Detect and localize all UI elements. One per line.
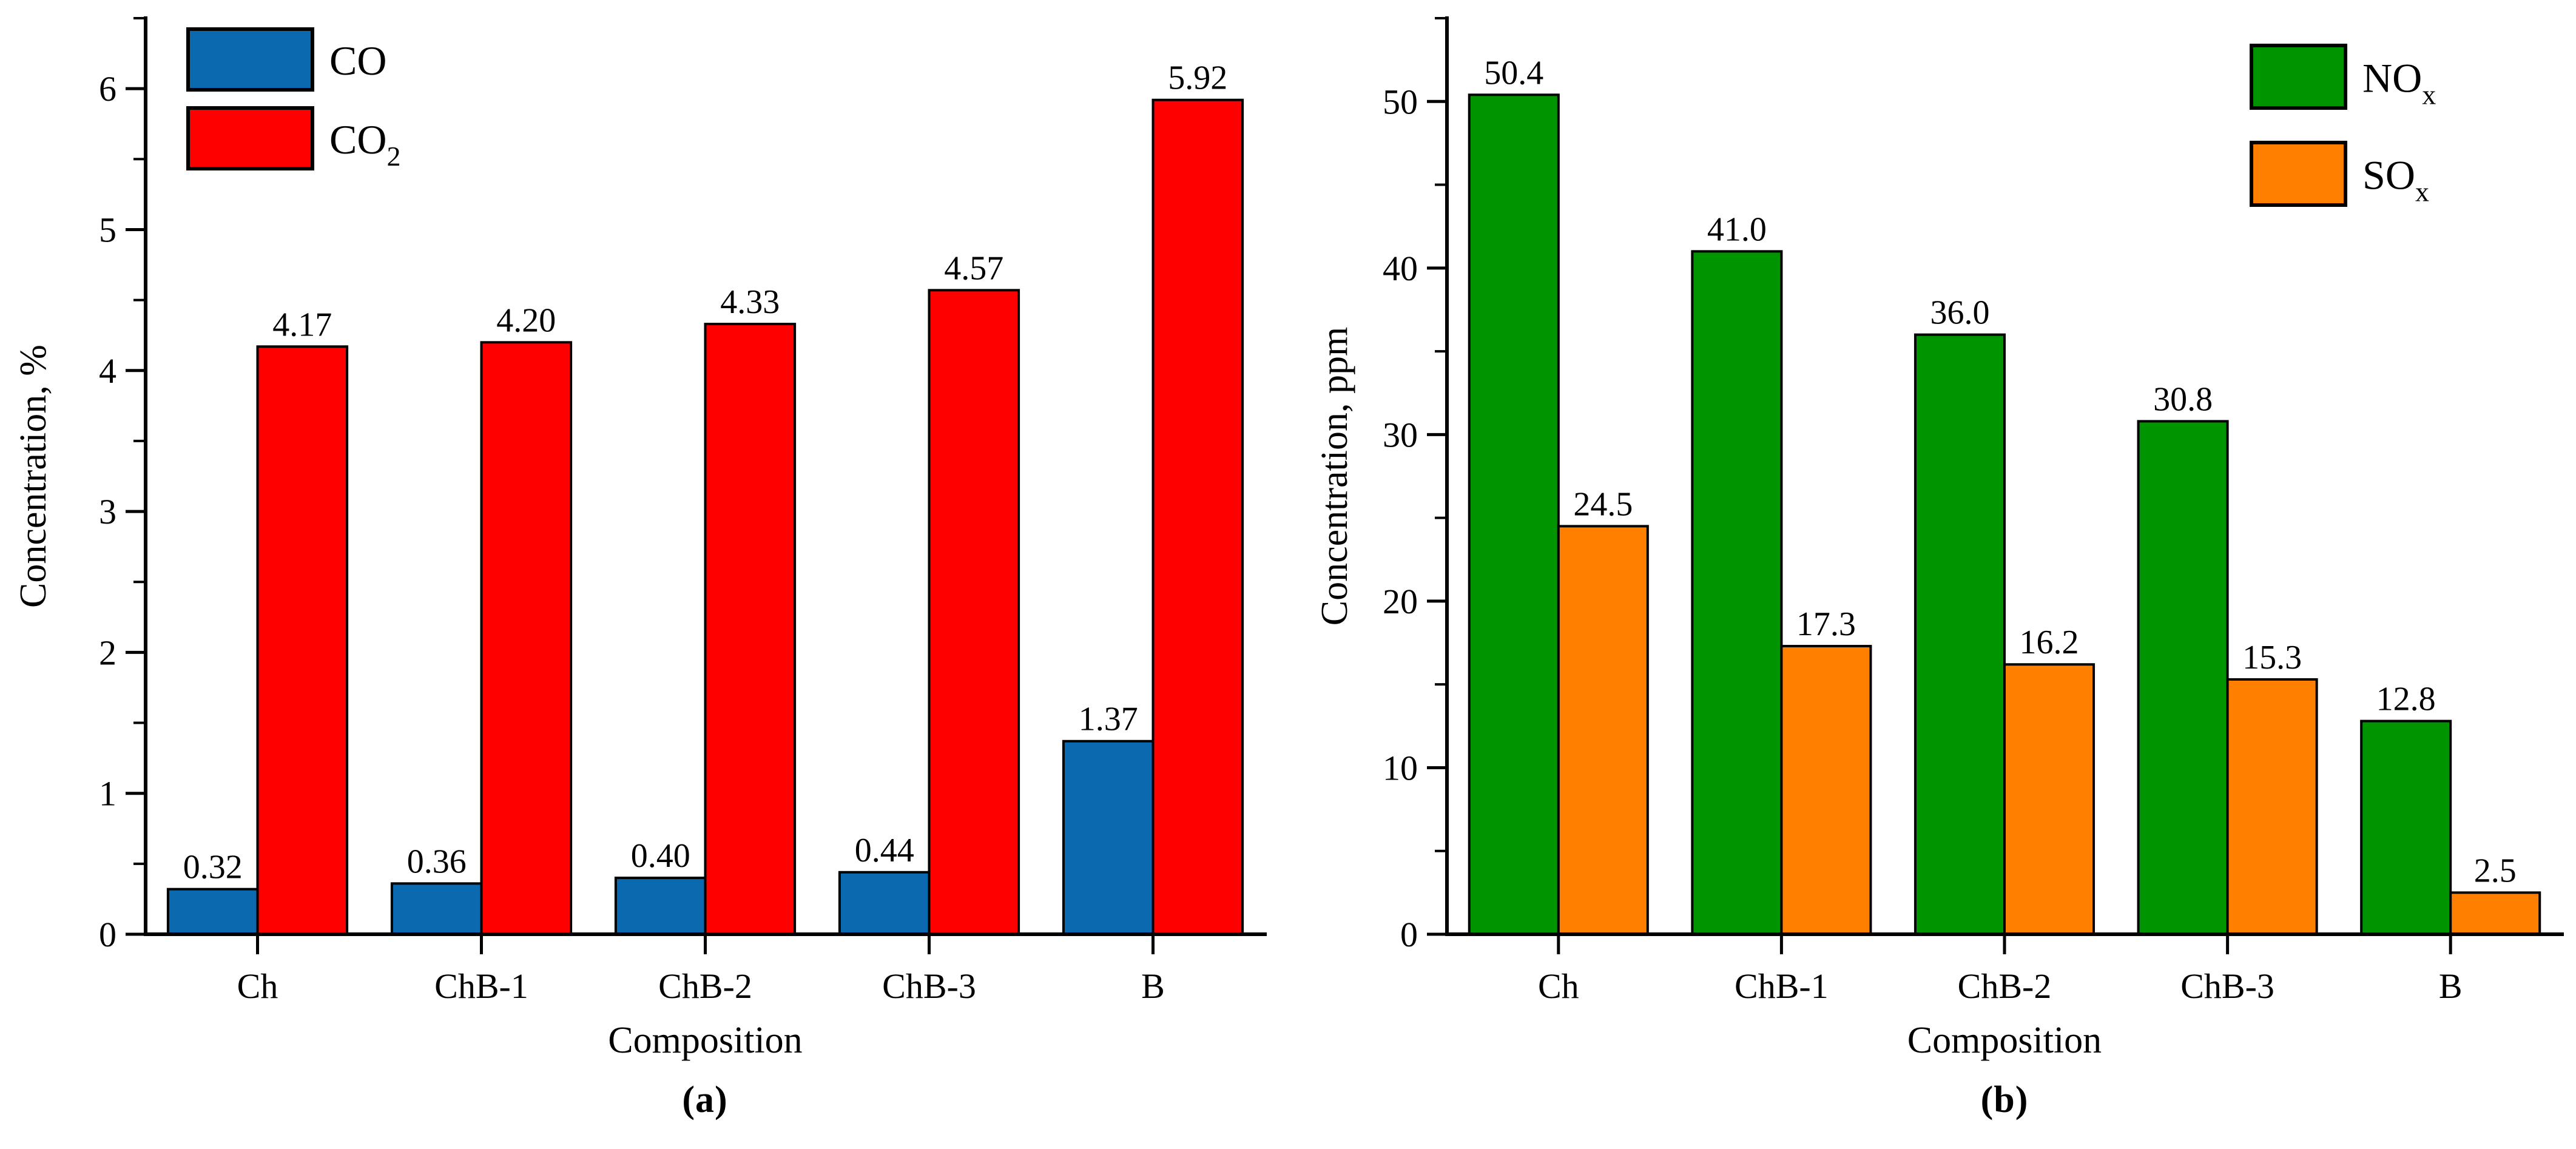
- bar-label: 50.4: [1484, 54, 1543, 92]
- y-axis-title: Concentration, %: [13, 345, 54, 608]
- legend-label: SOx: [2362, 152, 2429, 207]
- bar: [1151, 98, 1244, 936]
- y-tick-label: 20: [1383, 582, 1418, 621]
- x-tick-label: Ch: [237, 966, 278, 1006]
- bar: [704, 323, 797, 935]
- bar-label: 0.40: [631, 837, 690, 875]
- x-tick-label: ChB-1: [434, 966, 528, 1006]
- legend-label: CO2: [329, 116, 400, 172]
- x-tick-label: ChB-2: [658, 966, 752, 1006]
- bar: [256, 345, 349, 935]
- bar: [1913, 333, 2006, 935]
- y-tick-label: 0: [1400, 915, 1418, 954]
- bar: [2449, 891, 2541, 936]
- bar: [390, 882, 483, 936]
- bar-chart-a: 0.32 4.17 Ch 0.36 4.20 ChB-1 0.40 4.33 ChB-2 0.44…: [13, 16, 1267, 1061]
- bar-label: 36.0: [1930, 294, 1989, 332]
- y-tick-label: 5: [99, 210, 116, 249]
- bar: [838, 871, 931, 936]
- y-tick-label: 1: [99, 774, 116, 814]
- y-tick-label: 50: [1383, 82, 1418, 121]
- legend-swatch: [2250, 141, 2347, 207]
- bar: [1780, 645, 1872, 935]
- bar-chart-b: 50.4 24.5 Ch 41.0 17.3 ChB-1 36.0 16.2 ChB-2 30.8…: [1314, 16, 2564, 1061]
- y-tick-label: 10: [1383, 748, 1418, 787]
- bar-label: 0.44: [855, 832, 914, 869]
- panel-b: 50.4 24.5 Ch 41.0 17.3 ChB-1 36.0 16.2 ChB-2 30.8…: [1288, 0, 2576, 1149]
- bar-label: 30.8: [2153, 380, 2213, 418]
- bar: [2137, 420, 2229, 935]
- bar: [1468, 93, 1560, 936]
- bar: [1062, 740, 1155, 935]
- bar: [2003, 663, 2096, 935]
- bar-label: 15.3: [2242, 639, 2302, 676]
- bar: [1691, 250, 1783, 935]
- bar: [166, 888, 259, 935]
- y-tick-label: 3: [99, 492, 116, 531]
- bar-label: 4.17: [272, 306, 332, 343]
- caption-b: (b): [1980, 1079, 2029, 1120]
- bar-label: 0.36: [407, 843, 467, 880]
- y-tick-label: 40: [1383, 249, 1418, 288]
- axis-line: [1445, 16, 2564, 936]
- legend-label: NOx: [2362, 55, 2436, 110]
- panel-a: 0.32 4.17 Ch 0.36 4.20 ChB-1 0.40 4.33 ChB-2 0.44…: [13, 16, 1267, 1120]
- bar: [1557, 525, 1649, 935]
- bar: [2226, 678, 2318, 935]
- legend-swatch: [2250, 44, 2347, 110]
- y-tick-label: 30: [1383, 415, 1418, 454]
- bar-label: 4.57: [944, 249, 1003, 287]
- x-tick-label: Ch: [1538, 966, 1579, 1006]
- y-tick-label: 6: [99, 69, 116, 109]
- bar: [2360, 719, 2452, 935]
- bar-label: 5.92: [1168, 59, 1227, 97]
- x-tick-label: ChB-3: [2180, 966, 2274, 1006]
- bar-label: 1.37: [1079, 701, 1138, 738]
- x-tick-label: ChB-1: [1735, 966, 1829, 1006]
- bar-label: 41.0: [1707, 211, 1767, 248]
- bar-label: 16.2: [2020, 624, 2079, 661]
- bar-label: 0.32: [183, 849, 243, 886]
- caption-a: (a): [682, 1079, 728, 1120]
- bar: [928, 289, 1020, 935]
- legend-swatch: [186, 106, 314, 170]
- x-axis-title: Composition: [608, 1020, 802, 1061]
- bar: [480, 341, 573, 935]
- bar-label: 4.20: [496, 302, 556, 339]
- y-tick-label: 2: [99, 633, 116, 672]
- x-tick-label: ChB-3: [882, 966, 976, 1006]
- bar-label: 4.33: [720, 283, 780, 321]
- bar-label: 2.5: [2474, 852, 2517, 889]
- axis-line: [144, 16, 1267, 936]
- bar-label: 24.5: [1573, 485, 1633, 523]
- x-tick-label: ChB-2: [1958, 966, 2052, 1006]
- y-tick-label: 0: [99, 915, 116, 954]
- legend-swatch: [186, 27, 314, 92]
- x-axis-title: Composition: [1907, 1020, 2102, 1061]
- x-tick-label: B: [1141, 966, 1165, 1006]
- bar-label: 17.3: [1796, 605, 1856, 643]
- bar: [614, 877, 707, 935]
- y-tick-label: 4: [99, 351, 116, 391]
- legend-label: CO: [329, 38, 386, 84]
- y-axis-title: Concentration, ppm: [1314, 327, 1355, 625]
- bar-label: 12.8: [2376, 681, 2436, 718]
- x-tick-label: B: [2439, 966, 2463, 1006]
